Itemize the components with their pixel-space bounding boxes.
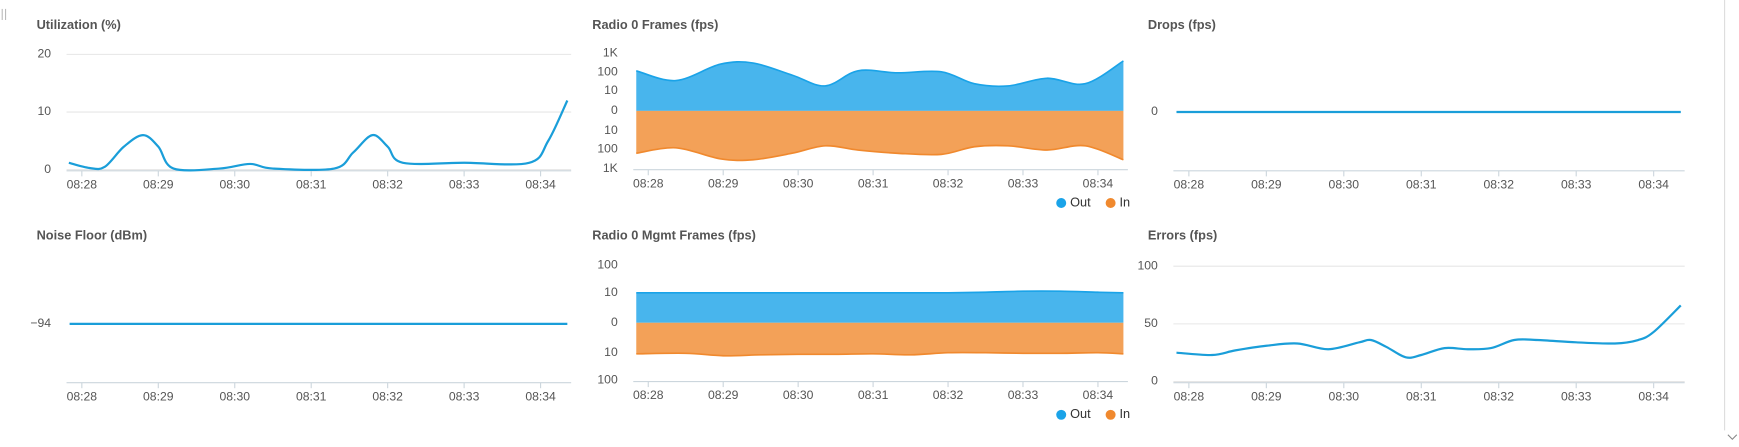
- chart-title: Utilization (%): [37, 17, 121, 32]
- chart-title: Drops (fps): [1148, 17, 1216, 32]
- y-tick-label: 10: [604, 83, 618, 97]
- y-tick-label: 50: [1144, 316, 1158, 330]
- line: [1176, 304, 1682, 359]
- legend-marker: [1105, 409, 1116, 420]
- x-tick-label: 08:31: [1406, 389, 1437, 403]
- y-tick-label: 100: [597, 373, 618, 387]
- x-tick-label: 08:29: [143, 389, 174, 403]
- chart-title: Errors (fps): [1148, 228, 1217, 243]
- x-tick-label: 08:32: [933, 176, 964, 190]
- y-tick-label: 10: [604, 285, 618, 299]
- area: [636, 110, 1124, 161]
- y-tick-label: 10: [37, 104, 51, 118]
- x-tick-label: 08:32: [372, 177, 403, 191]
- y-tick-label: −94: [30, 316, 51, 330]
- x-tick-label: 08:28: [1174, 177, 1205, 191]
- y-tick-label: 0: [611, 103, 618, 117]
- x-tick-label: 08:33: [449, 177, 480, 191]
- y-tick-label: 100: [597, 257, 618, 271]
- legend-marker: [1056, 409, 1067, 420]
- x-tick-label: 08:34: [525, 389, 556, 403]
- area-line: [636, 144, 1124, 162]
- legend-marker: [1056, 197, 1067, 208]
- x-tick-label: 08:31: [858, 176, 889, 190]
- area: [636, 291, 1124, 323]
- legend-label: In: [1119, 194, 1130, 209]
- area-line: [636, 351, 1124, 357]
- chart-title: Radio 0 Mgmt Frames (fps): [592, 228, 756, 243]
- y-tick-label: 0: [1151, 374, 1158, 388]
- y-tick-label: 100: [597, 142, 618, 156]
- x-tick-label: 08:33: [449, 389, 480, 403]
- x-tick-label: 08:33: [1008, 388, 1039, 402]
- x-tick-label: 08:30: [220, 389, 251, 403]
- y-tick-label: 20: [37, 47, 51, 61]
- y-tick-label: 10: [604, 123, 618, 137]
- y-tick-label: 0: [44, 162, 51, 176]
- x-tick-label: 08:29: [708, 176, 739, 190]
- legend-label: Out: [1070, 406, 1091, 421]
- x-tick-label: 08:30: [1329, 177, 1360, 191]
- y-tick-label: 1K: [603, 161, 618, 175]
- x-tick-label: 08:29: [708, 388, 739, 402]
- chart-title: Noise Floor (dBm): [37, 228, 148, 243]
- x-tick-label: 08:34: [1083, 176, 1114, 190]
- legend-marker: [1105, 197, 1116, 208]
- y-tick-label: 10: [604, 345, 618, 359]
- x-tick-label: 08:34: [1638, 177, 1669, 191]
- area: [636, 60, 1124, 111]
- x-tick-label: 08:30: [783, 388, 814, 402]
- x-tick-label: 08:29: [1251, 389, 1282, 403]
- legend-label: In: [1119, 406, 1130, 421]
- x-tick-label: 08:30: [220, 177, 251, 191]
- x-tick-label: 08:29: [143, 177, 174, 191]
- y-tick-label: 1K: [603, 45, 618, 59]
- x-tick-label: 08:28: [633, 176, 664, 190]
- x-tick-label: 08:34: [1638, 389, 1669, 403]
- x-tick-label: 08:31: [1406, 177, 1437, 191]
- x-tick-label: 08:31: [858, 388, 889, 402]
- area-line: [636, 290, 1124, 294]
- legend-label: Out: [1070, 194, 1091, 209]
- x-tick-label: 08:33: [1561, 177, 1592, 191]
- x-tick-label: 08:34: [1083, 388, 1114, 402]
- x-tick-label: 08:33: [1561, 389, 1592, 403]
- area: [636, 322, 1124, 356]
- area-line: [636, 60, 1124, 88]
- y-tick-label: 100: [597, 65, 618, 79]
- x-tick-label: 08:32: [1483, 177, 1514, 191]
- y-tick-label: 0: [611, 315, 618, 329]
- y-tick-label: 0: [1151, 104, 1158, 118]
- x-tick-label: 08:33: [1008, 176, 1039, 190]
- x-tick-label: 08:32: [372, 389, 403, 403]
- chart-title: Radio 0 Frames (fps): [592, 17, 718, 32]
- x-tick-label: 08:28: [67, 389, 98, 403]
- x-tick-label: 08:31: [296, 389, 327, 403]
- x-tick-label: 08:30: [783, 176, 814, 190]
- x-tick-label: 08:32: [1483, 389, 1514, 403]
- y-tick-label: 100: [1138, 258, 1159, 272]
- x-tick-label: 08:30: [1329, 389, 1360, 403]
- x-tick-label: 08:28: [633, 388, 664, 402]
- x-tick-label: 08:28: [1174, 389, 1205, 403]
- x-tick-label: 08:29: [1251, 177, 1282, 191]
- line: [68, 100, 569, 172]
- x-tick-label: 08:31: [296, 177, 327, 191]
- x-tick-label: 08:34: [525, 177, 556, 191]
- scroll-arrow[interactable]: [1727, 434, 1738, 440]
- x-tick-label: 08:28: [67, 177, 98, 191]
- x-tick-label: 08:32: [933, 388, 964, 402]
